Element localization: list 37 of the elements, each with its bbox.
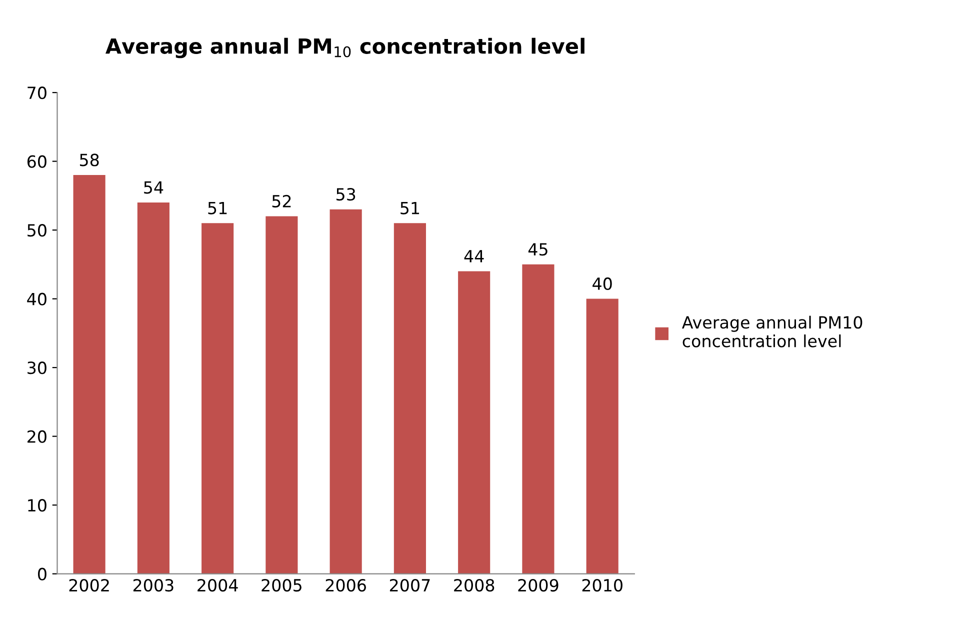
data-label: 58: [80, 154, 99, 166]
data-label: 51: [400, 202, 420, 214]
data-label: 54: [144, 181, 164, 194]
bar: [137, 202, 170, 574]
legend-label: Average annual PM10 concentration level: [682, 316, 862, 348]
data-label: 53: [336, 188, 356, 201]
data-label: 45: [528, 243, 548, 256]
x-tick-label: 2009: [518, 578, 558, 592]
x-tick-label: 2004: [198, 578, 238, 592]
bar: [330, 209, 362, 574]
x-tick-label: 2008: [454, 578, 494, 592]
bar: [73, 175, 106, 574]
bar: [394, 223, 426, 574]
data-label: 51: [208, 202, 227, 214]
y-tick-label: 60: [27, 155, 46, 168]
y-tick-label: 40: [27, 292, 46, 306]
data-label: 52: [272, 194, 291, 208]
y-tick-label: 70: [28, 86, 46, 100]
data-label: 40: [592, 277, 612, 290]
x-tick-label: 2002: [69, 578, 109, 592]
y-tick-label: 10: [28, 499, 46, 512]
bar: [266, 216, 298, 574]
x-tick-label: 2005: [262, 578, 302, 592]
x-tick-label: 2003: [133, 578, 174, 592]
bar: [458, 271, 490, 574]
y-tick-label: 50: [28, 224, 46, 237]
y-tick-label: 0: [38, 568, 46, 580]
chart-title: Average annual PM$_{10}$ concentration level: [106, 38, 584, 58]
x-tick-label: 2010: [582, 578, 622, 592]
x-tick-label: 2006: [326, 578, 366, 592]
bar: [522, 264, 554, 574]
bar: [202, 223, 234, 574]
y-tick-label: 20: [28, 430, 46, 443]
x-tick-label: 2007: [390, 578, 430, 592]
bar: [586, 298, 618, 574]
data-label: 44: [464, 250, 484, 262]
y-tick-label: 30: [28, 362, 46, 374]
